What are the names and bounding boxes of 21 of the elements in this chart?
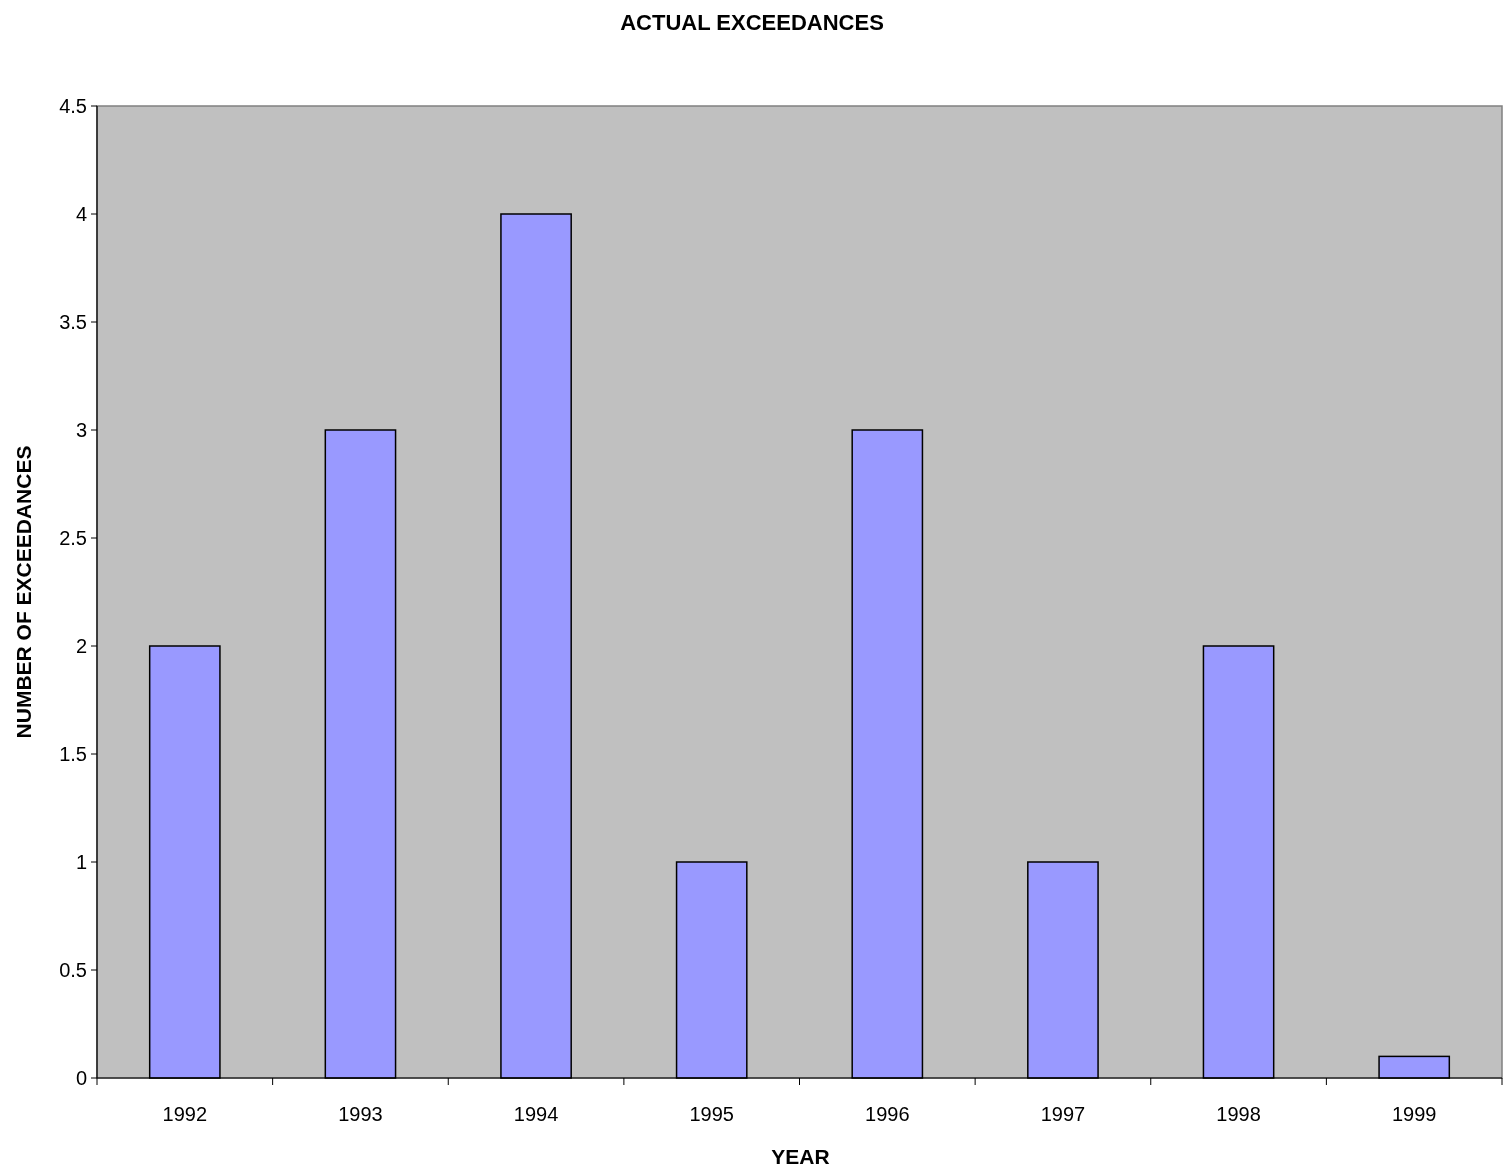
x-tick-label: 1998	[1216, 1103, 1261, 1125]
chart-title: ACTUAL EXCEEDANCES	[620, 10, 884, 35]
y-tick-label: 2.5	[59, 527, 87, 549]
x-tick-label: 1997	[1040, 1103, 1086, 1125]
x-tick-label: 1996	[865, 1103, 910, 1125]
x-axis-title: YEAR	[771, 1145, 830, 1168]
y-tick-label: 3.5	[59, 311, 87, 333]
x-tick-label: 1999	[1391, 1103, 1437, 1125]
y-tick-label: 3	[75, 419, 87, 441]
y-tick-label: 4	[75, 203, 87, 225]
y-tick-label: 0	[75, 1067, 87, 1089]
x-tick-label: 1994	[513, 1103, 559, 1125]
y-tick-label: 2	[75, 635, 87, 657]
x-tick-label: 1992	[162, 1103, 208, 1125]
y-tick-label: 0.5	[59, 959, 87, 981]
y-tick-label: 1	[75, 851, 87, 873]
y-axis-title: NUMBER OF EXCEEDANCES	[12, 445, 35, 739]
x-tick-label: 1993	[338, 1103, 383, 1125]
y-tick-label: 4.5	[59, 95, 87, 117]
y-tick-label: 1.5	[59, 743, 87, 765]
x-tick-label: 1995	[689, 1103, 734, 1125]
